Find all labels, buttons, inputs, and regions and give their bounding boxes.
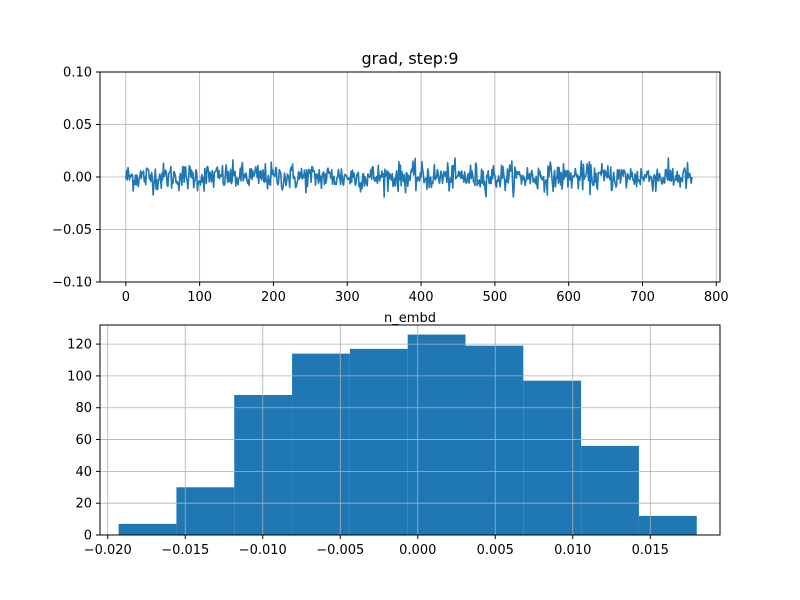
x-tick-label: 800 bbox=[704, 290, 729, 305]
x-tick-label: 600 bbox=[556, 290, 581, 305]
x-tick-label: 400 bbox=[409, 290, 434, 305]
line-plot-x-ticks: 0 100 200 300 400 500 600 700 800 bbox=[122, 282, 729, 305]
y-tick-label: 40 bbox=[75, 465, 92, 480]
x-tick-label: 0.000 bbox=[399, 543, 436, 558]
line-plot-y-ticks: 0.10 0.05 0.00 −0.05 −0.10 bbox=[52, 66, 100, 291]
x-tick-label: −0.015 bbox=[161, 543, 209, 558]
x-tick-label: 0.005 bbox=[477, 543, 514, 558]
line-plot-title: grad, step:9 bbox=[361, 49, 458, 68]
y-tick-label: 0.00 bbox=[63, 171, 92, 186]
histogram-bar bbox=[638, 515, 697, 535]
y-tick-label: 20 bbox=[75, 497, 92, 512]
histogram-plot: −0.020 −0.015 −0.010 −0.005 0.000 0.005 0.010 0… bbox=[67, 324, 721, 558]
histogram-y-ticks: 0 20 40 60 80 100 120 bbox=[67, 338, 100, 544]
histogram-bar bbox=[118, 523, 177, 535]
x-tick-label: 0 bbox=[122, 290, 130, 305]
gradient-line-series bbox=[125, 157, 693, 198]
y-tick-label: 80 bbox=[75, 401, 92, 416]
histogram-bar bbox=[581, 445, 639, 535]
y-tick-label: 100 bbox=[67, 369, 92, 384]
line-plot-x-axis-label: n_embd bbox=[384, 311, 436, 326]
histogram-bar bbox=[523, 380, 582, 535]
histogram-bar bbox=[407, 334, 466, 535]
x-tick-label: −0.005 bbox=[316, 543, 364, 558]
histogram-frame bbox=[99, 324, 721, 536]
histogram-bar bbox=[465, 345, 524, 535]
histogram-bar bbox=[349, 348, 408, 535]
x-tick-label: 0.015 bbox=[632, 543, 669, 558]
histogram-x-ticks: −0.020 −0.015 −0.010 −0.005 0.000 0.005 0.010 0… bbox=[84, 535, 669, 558]
y-tick-label: −0.05 bbox=[52, 223, 92, 238]
histogram-bar bbox=[292, 353, 350, 535]
x-tick-label: 300 bbox=[335, 290, 360, 305]
y-tick-label: 120 bbox=[67, 338, 92, 353]
line-plot: 0 100 200 300 400 500 600 700 800 0.10 0.05 0.00 −0… bbox=[52, 49, 729, 326]
histogram-bar bbox=[176, 487, 235, 535]
y-tick-label: 60 bbox=[75, 433, 92, 448]
x-tick-label: 0.010 bbox=[554, 543, 591, 558]
x-tick-label: 700 bbox=[630, 290, 655, 305]
y-tick-label: 0.10 bbox=[63, 66, 92, 81]
x-tick-label: −0.010 bbox=[239, 543, 287, 558]
x-tick-label: −0.020 bbox=[84, 543, 132, 558]
y-tick-label: 0.05 bbox=[63, 118, 92, 133]
x-tick-label: 100 bbox=[187, 290, 212, 305]
x-tick-label: 200 bbox=[261, 290, 286, 305]
y-tick-label: −0.10 bbox=[52, 276, 92, 291]
x-tick-label: 500 bbox=[482, 290, 507, 305]
y-tick-label: 0 bbox=[84, 529, 92, 544]
